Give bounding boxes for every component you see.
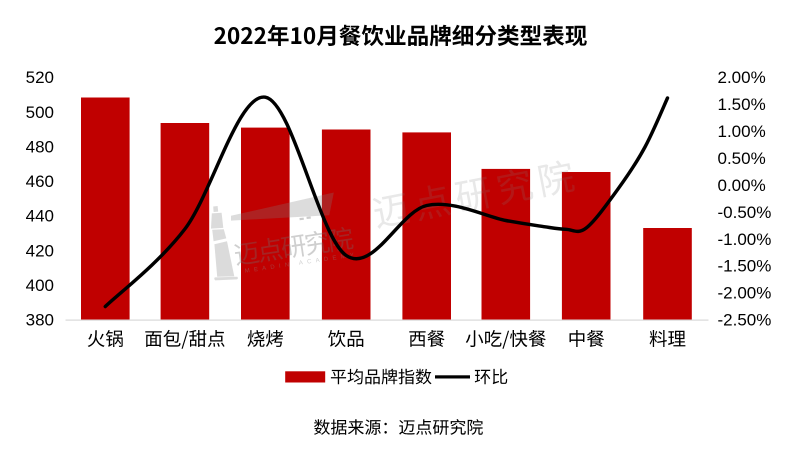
svg-text:-1.50%: -1.50% [718,257,772,276]
svg-text:-1.00%: -1.00% [718,230,772,249]
svg-text:0.00%: 0.00% [718,176,766,195]
svg-text:380: 380 [26,311,54,330]
svg-text:520: 520 [26,68,54,87]
svg-text:-0.50%: -0.50% [718,203,772,222]
svg-text:440: 440 [26,207,54,226]
svg-text:-2.00%: -2.00% [718,284,772,303]
svg-text:0.50%: 0.50% [718,149,766,168]
svg-text:420: 420 [26,241,54,260]
svg-text:400: 400 [26,276,54,295]
svg-text:2.00%: 2.00% [718,68,766,87]
svg-text:500: 500 [26,103,54,122]
svg-text:460: 460 [26,172,54,191]
svg-text:1.00%: 1.00% [718,122,766,141]
svg-text:480: 480 [26,138,54,157]
svg-text:1.50%: 1.50% [718,95,766,114]
svg-text:-2.50%: -2.50% [718,311,772,330]
